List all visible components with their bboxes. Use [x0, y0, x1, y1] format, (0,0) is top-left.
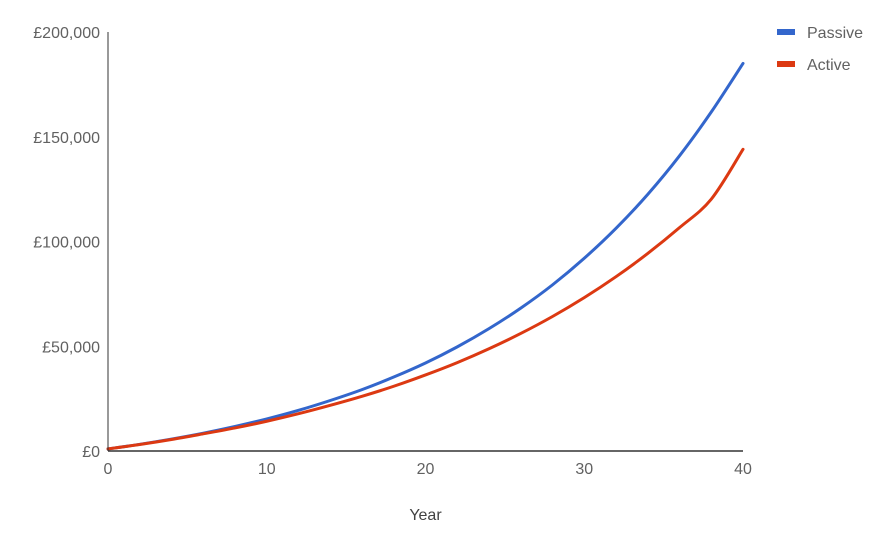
series-line-active — [106, 147, 745, 451]
legend-label-passive: Passive — [807, 25, 863, 42]
x-axis-tick-labels: 0 10 20 30 40 — [104, 461, 752, 478]
y-tick-label: £200,000 — [33, 25, 100, 42]
y-tick-label: £50,000 — [42, 339, 100, 356]
series-lines — [106, 61, 745, 451]
x-tick-label: 10 — [258, 461, 276, 478]
x-tick-label: 0 — [104, 461, 113, 478]
y-tick-label: £150,000 — [33, 130, 100, 147]
series-line-passive — [106, 61, 745, 451]
x-axis-title: Year — [409, 507, 442, 524]
legend-swatch-passive — [777, 29, 795, 35]
legend: Passive Active — [777, 25, 863, 74]
x-tick-label: 40 — [734, 461, 752, 478]
legend-label-active: Active — [807, 57, 851, 74]
legend-swatch-active — [777, 61, 795, 67]
y-tick-label: £100,000 — [33, 235, 100, 252]
x-tick-label: 30 — [575, 461, 593, 478]
x-tick-label: 20 — [417, 461, 435, 478]
y-tick-label: £0 — [82, 444, 100, 461]
y-axis-tick-labels: £0 £50,000 £100,000 £150,000 £200,000 — [33, 25, 100, 461]
